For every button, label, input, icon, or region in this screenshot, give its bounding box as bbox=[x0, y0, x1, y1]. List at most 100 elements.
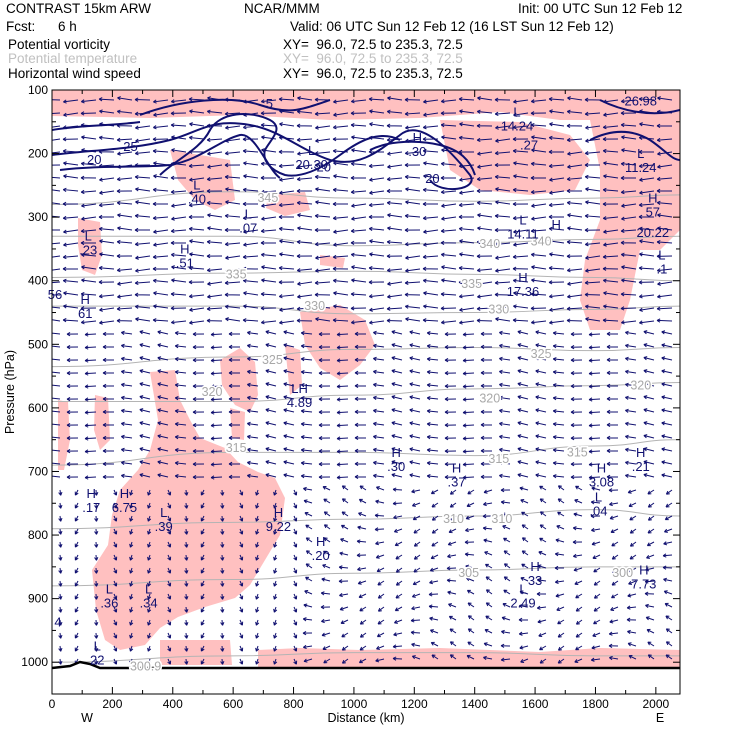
wind-vector-99 bbox=[566, 123, 583, 128]
wind-vector-1419 bbox=[393, 619, 403, 624]
wind-vector-461 bbox=[152, 266, 169, 271]
wind-vector-892 bbox=[354, 422, 367, 428]
wind-vector-711 bbox=[246, 356, 259, 361]
wind-vector-409 bbox=[476, 239, 493, 245]
wind-vector-516 bbox=[512, 278, 529, 283]
extremum-value: 14.11 bbox=[507, 227, 539, 242]
wind-vector-1502 bbox=[627, 642, 637, 647]
wind-vector-386 bbox=[63, 242, 79, 247]
wind-vector-729 bbox=[570, 358, 583, 363]
wind-vector-488 bbox=[638, 266, 655, 271]
wind-vector-1 bbox=[63, 99, 79, 104]
extremum-value: 56 bbox=[48, 287, 62, 302]
west-end-label: W bbox=[81, 711, 93, 725]
wind-vector-567 bbox=[170, 306, 187, 311]
wind-vector-815 bbox=[228, 396, 241, 402]
wind-vector-96 bbox=[512, 125, 529, 130]
wind-vector-248 bbox=[99, 190, 115, 195]
wind-vector-1170 bbox=[323, 524, 331, 530]
wind-vector-186 bbox=[243, 161, 259, 166]
wind-vector-1086 bbox=[74, 502, 79, 509]
wind-vector-924 bbox=[300, 435, 313, 440]
wind-vector-428 bbox=[189, 252, 205, 257]
wind-vector-307 bbox=[531, 203, 547, 208]
wind-vector-783 bbox=[283, 382, 295, 387]
wind-vector-1114 bbox=[574, 499, 583, 504]
wind-vector-1459 bbox=[484, 628, 493, 634]
wind-vector-1325 bbox=[593, 580, 601, 586]
wind-vector-896 bbox=[426, 422, 439, 427]
wind-vector-1461 bbox=[518, 631, 529, 636]
wind-vector-138 bbox=[638, 135, 655, 140]
wind-vector-660 bbox=[588, 332, 601, 337]
wind-vector-1139 bbox=[393, 515, 403, 520]
wind-vector-1180 bbox=[502, 525, 511, 530]
wind-vector-388 bbox=[99, 239, 115, 244]
wind-vector-1427 bbox=[537, 619, 547, 624]
wind-vector-372 bbox=[440, 228, 457, 234]
wind-vector-989 bbox=[210, 462, 223, 467]
x-tick-label: 0 bbox=[49, 697, 56, 711]
wind-vector-1246 bbox=[430, 554, 439, 560]
wind-vector-423 bbox=[99, 252, 115, 257]
wind-vector-1273 bbox=[293, 567, 298, 574]
wind-vector-925 bbox=[318, 436, 331, 441]
wind-vector-48 bbox=[279, 109, 295, 114]
wind-vector-926 bbox=[336, 436, 349, 441]
wind-vector-45 bbox=[224, 111, 241, 116]
wind-vector-424 bbox=[116, 253, 133, 259]
extremum-marker: H bbox=[274, 505, 283, 520]
wind-vector-990 bbox=[228, 461, 241, 467]
wind-vector-439 bbox=[386, 254, 403, 259]
wind-vector-1327 bbox=[628, 580, 637, 585]
wind-vector-1168 bbox=[293, 528, 298, 535]
wind-vector-101 bbox=[602, 125, 619, 130]
y-tick-label: 500 bbox=[28, 337, 48, 351]
wind-vector-1098 bbox=[293, 502, 298, 509]
wind-vector-1347 bbox=[358, 593, 367, 599]
wind-vector-373 bbox=[458, 226, 475, 231]
wind-vector-671 bbox=[157, 343, 169, 348]
forecast-label: Fcst: bbox=[6, 19, 36, 34]
extremum-marker: H bbox=[316, 534, 325, 549]
wind-vector-980 bbox=[52, 460, 61, 465]
wind-vector-94 bbox=[476, 123, 493, 128]
wind-vector-70 bbox=[52, 125, 61, 128]
organization-label: NCAR/MMM bbox=[244, 1, 320, 16]
wind-vector-56 bbox=[423, 112, 439, 117]
wind-vector-479 bbox=[476, 268, 493, 273]
wind-vector-171 bbox=[602, 148, 619, 154]
pv-shaded-region-11 bbox=[58, 400, 70, 470]
wind-vector-773 bbox=[102, 383, 115, 389]
wind-vector-495 bbox=[134, 280, 151, 286]
wind-vector-457 bbox=[81, 265, 97, 270]
wind-vector-166 bbox=[512, 148, 529, 154]
wind-vector-137 bbox=[621, 135, 637, 140]
wind-vector-912 bbox=[84, 436, 97, 441]
wind-vector-1467 bbox=[627, 629, 637, 635]
wind-vector-299 bbox=[386, 200, 403, 206]
wind-vector-1239 bbox=[305, 550, 313, 556]
wind-vector-795 bbox=[499, 382, 511, 387]
wind-vector-972 bbox=[535, 447, 547, 452]
wind-vector-834 bbox=[570, 397, 583, 402]
wind-vector-649 bbox=[391, 330, 403, 335]
wind-vector-614 bbox=[386, 318, 403, 323]
wind-vector-1089 bbox=[129, 502, 134, 509]
wind-vector-653 bbox=[462, 332, 475, 337]
wind-vector-134 bbox=[566, 137, 583, 143]
wind-vector-598 bbox=[99, 320, 115, 325]
wind-vector-204 bbox=[567, 164, 583, 169]
wind-vector-809 bbox=[120, 395, 133, 400]
wind-vector-1447 bbox=[273, 632, 278, 639]
wind-vector-497 bbox=[171, 278, 187, 283]
wind-vector-520 bbox=[584, 280, 601, 285]
wind-vector-548 bbox=[458, 294, 475, 299]
wind-vector-145 bbox=[134, 151, 151, 156]
wind-vector-936 bbox=[517, 434, 529, 439]
wind-vector-262 bbox=[350, 189, 367, 195]
wind-vector-530 bbox=[134, 292, 151, 297]
wind-vector-632 bbox=[84, 332, 97, 337]
wind-vector-362 bbox=[260, 228, 277, 234]
wind-vector-1314 bbox=[395, 580, 403, 586]
